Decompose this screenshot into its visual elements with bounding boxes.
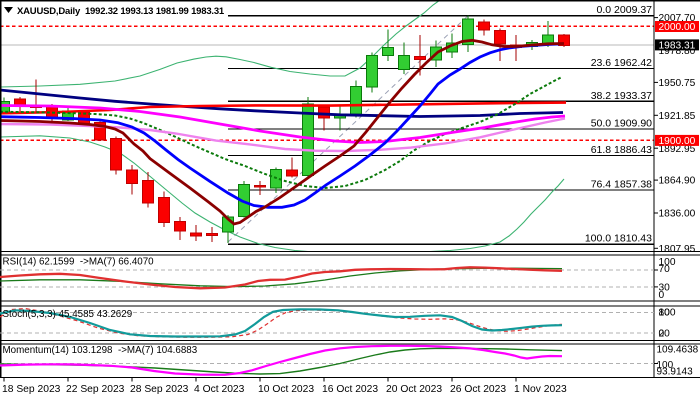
svg-text:18 Sep 2023: 18 Sep 2023 <box>2 384 61 395</box>
svg-text:1978.80: 1978.80 <box>659 46 696 57</box>
svg-text:1921.85: 1921.85 <box>659 111 696 122</box>
svg-text:1807.95: 1807.95 <box>659 244 696 255</box>
svg-text:100.0 1810.43: 100.0 1810.43 <box>585 233 652 245</box>
svg-text:100: 100 <box>659 257 676 268</box>
svg-text:70: 70 <box>659 264 671 275</box>
svg-text:1900.00: 1900.00 <box>659 136 696 147</box>
svg-text:Momentum(14) 103.1298 ->MA(7): Momentum(14) 103.1298 ->MA(7) 104.6883 <box>3 345 198 356</box>
svg-text:26 Oct 2023: 26 Oct 2023 <box>450 384 506 395</box>
svg-text:4 Oct 2023: 4 Oct 2023 <box>194 384 245 395</box>
svg-text:50.0 1909.90: 50.0 1909.90 <box>591 118 652 130</box>
svg-text:30: 30 <box>659 283 671 294</box>
svg-text:109.4638: 109.4638 <box>657 345 699 356</box>
svg-text:0: 0 <box>659 290 665 301</box>
svg-text:XAUUSD,Daily 1992.32 1993.13: XAUUSD,Daily 1992.32 1993.13 1981.99 198… <box>17 6 225 17</box>
svg-text:0.0 2009.37: 0.0 2009.37 <box>597 4 653 16</box>
svg-text:20: 20 <box>659 328 671 339</box>
svg-text:2000.00: 2000.00 <box>659 22 696 33</box>
svg-text:Stoch(5,3,3) 45.4585 43.2629: Stoch(5,3,3) 45.4585 43.2629 <box>3 309 133 320</box>
svg-text:80: 80 <box>659 308 671 319</box>
svg-text:16 Oct 2023: 16 Oct 2023 <box>322 384 378 395</box>
svg-text:10 Oct 2023: 10 Oct 2023 <box>258 384 314 395</box>
svg-text:20 Oct 2023: 20 Oct 2023 <box>386 384 442 395</box>
svg-text:93.9143: 93.9143 <box>657 367 694 378</box>
svg-text:23.6 1962.42: 23.6 1962.42 <box>591 57 652 69</box>
svg-text:1 Nov 2023: 1 Nov 2023 <box>514 384 567 395</box>
svg-text:1983.31: 1983.31 <box>659 41 696 52</box>
svg-text:0: 0 <box>659 328 665 339</box>
svg-text:61.8 1886.43: 61.8 1886.43 <box>591 144 652 156</box>
svg-text:100: 100 <box>657 360 674 371</box>
svg-text:2007.70: 2007.70 <box>659 13 696 24</box>
svg-text:1892.95: 1892.95 <box>659 144 696 155</box>
svg-text:38.2 1933.37: 38.2 1933.37 <box>591 90 652 102</box>
svg-text:1950.75: 1950.75 <box>659 78 696 89</box>
svg-text:28 Sep 2023: 28 Sep 2023 <box>130 384 189 395</box>
svg-text:1836.00: 1836.00 <box>659 209 696 220</box>
svg-text:100: 100 <box>659 308 676 319</box>
svg-text:76.4 1857.38: 76.4 1857.38 <box>591 179 652 191</box>
svg-text:1864.90: 1864.90 <box>659 176 696 187</box>
svg-text:22 Sep 2023: 22 Sep 2023 <box>66 384 125 395</box>
svg-text:RSI(14) 62.1599 ->MA(7) 66.40: RSI(14) 62.1599 ->MA(7) 66.4070 <box>3 257 155 268</box>
